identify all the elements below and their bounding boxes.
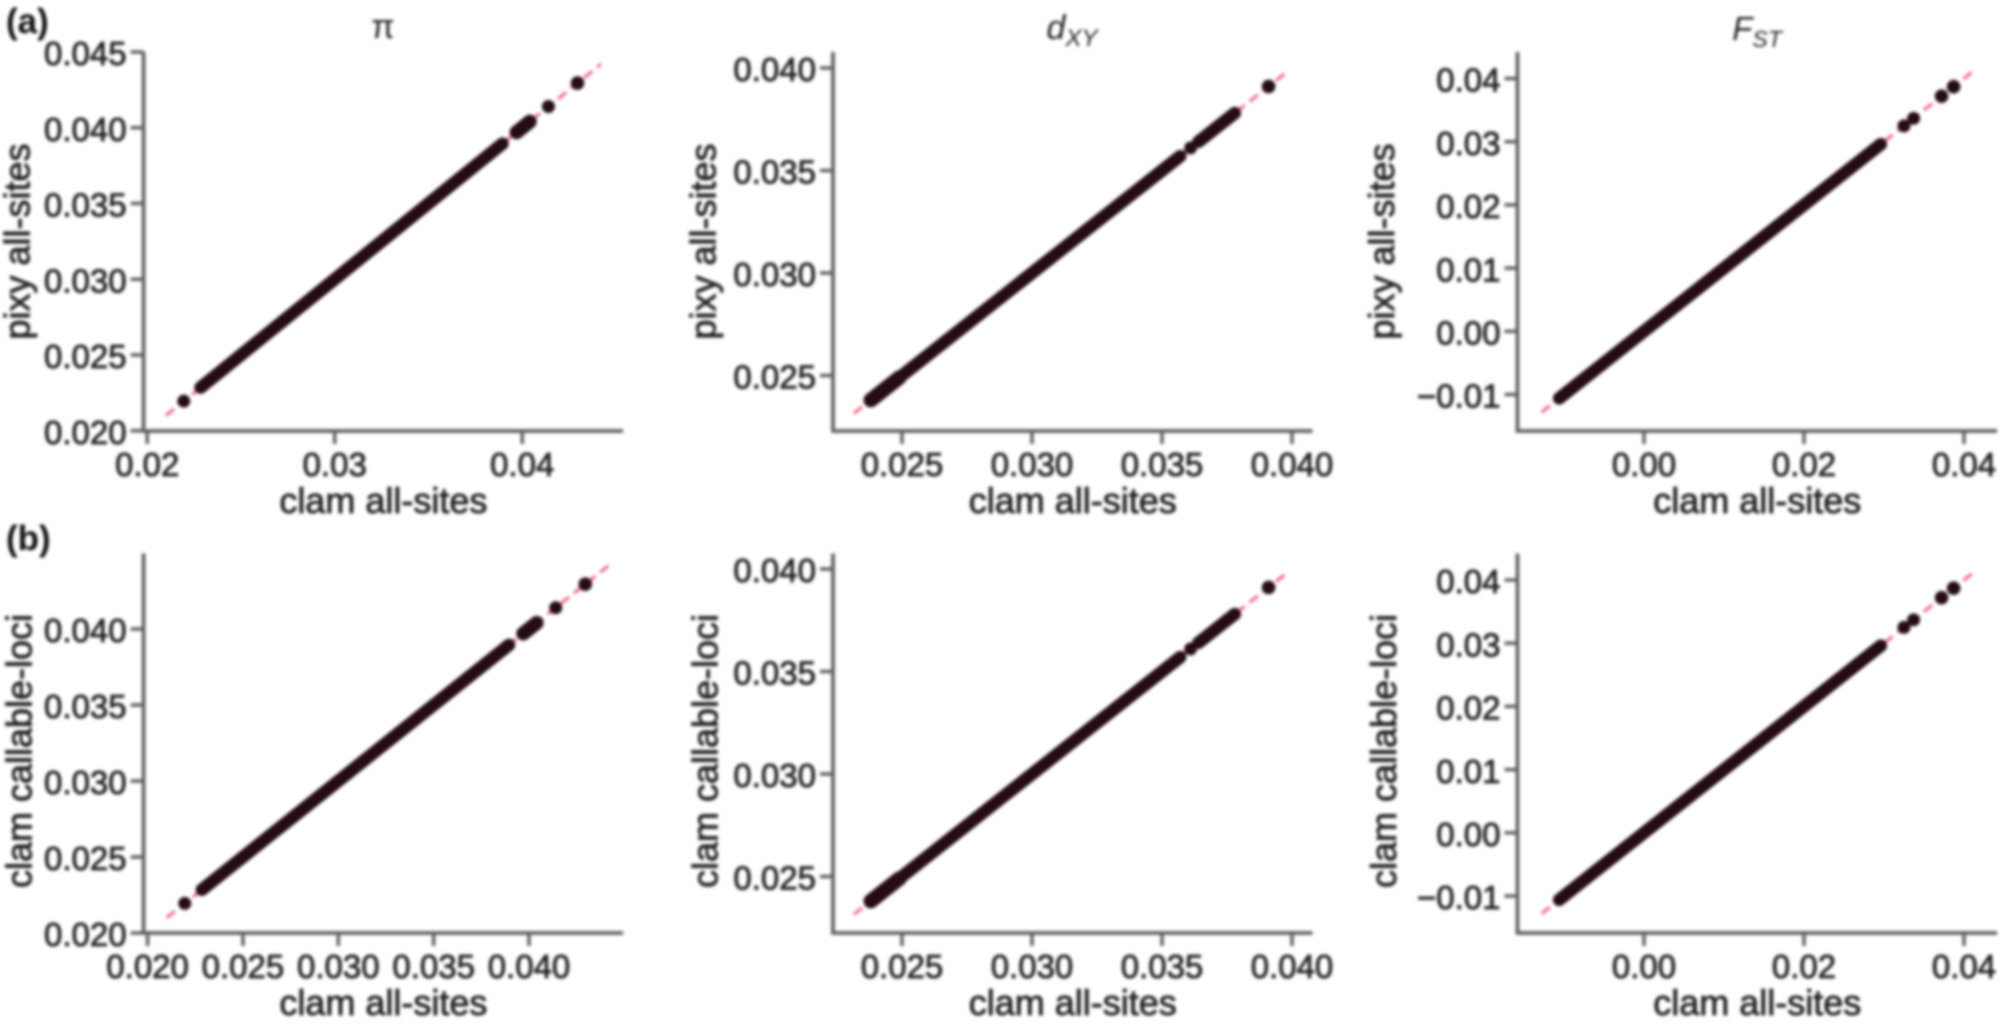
svg-text:clam callable-loci: clam callable-loci bbox=[1363, 614, 1404, 888]
svg-text:(a): (a) bbox=[6, 2, 49, 41]
svg-text:0.040: 0.040 bbox=[1251, 948, 1334, 985]
svg-text:clam callable-loci: clam callable-loci bbox=[685, 614, 726, 888]
svg-text:0.020: 0.020 bbox=[106, 948, 189, 985]
svg-text:0.045: 0.045 bbox=[44, 35, 127, 72]
svg-text:0.03: 0.03 bbox=[1436, 125, 1500, 162]
svg-text:clam callable-loci: clam callable-loci bbox=[0, 614, 40, 888]
svg-text:0.040: 0.040 bbox=[733, 51, 816, 88]
svg-text:0.03: 0.03 bbox=[303, 446, 367, 483]
svg-text:0.02: 0.02 bbox=[1772, 948, 1836, 985]
svg-text:0.030: 0.030 bbox=[991, 446, 1074, 483]
svg-text:0.035: 0.035 bbox=[1121, 446, 1204, 483]
svg-text:0.025: 0.025 bbox=[44, 840, 127, 877]
svg-text:pixy all-sites: pixy all-sites bbox=[1361, 143, 1402, 339]
svg-text:0.025: 0.025 bbox=[861, 446, 944, 483]
svg-text:0.030: 0.030 bbox=[44, 262, 127, 299]
svg-text:0.02: 0.02 bbox=[115, 446, 179, 483]
svg-text:0.04: 0.04 bbox=[1932, 446, 1996, 483]
svg-text:0.035: 0.035 bbox=[733, 154, 816, 191]
svg-text:0.025: 0.025 bbox=[733, 860, 816, 897]
svg-text:0.02: 0.02 bbox=[1436, 690, 1500, 727]
svg-text:0.025: 0.025 bbox=[202, 948, 285, 985]
svg-text:clam all-sites: clam all-sites bbox=[969, 982, 1177, 1019]
svg-text:0.035: 0.035 bbox=[44, 688, 127, 725]
svg-text:0.030: 0.030 bbox=[44, 764, 127, 801]
svg-text:0.020: 0.020 bbox=[44, 414, 127, 451]
svg-text:0.025: 0.025 bbox=[733, 359, 816, 396]
svg-text:0.030: 0.030 bbox=[991, 948, 1074, 985]
svg-text:0.035: 0.035 bbox=[733, 655, 816, 692]
svg-text:0.04: 0.04 bbox=[1932, 948, 1996, 985]
svg-text:0.035: 0.035 bbox=[392, 948, 475, 985]
svg-text:0.025: 0.025 bbox=[44, 338, 127, 375]
svg-text:−0.01: −0.01 bbox=[1417, 378, 1501, 415]
svg-text:0.01: 0.01 bbox=[1436, 753, 1500, 790]
svg-text:0.030: 0.030 bbox=[733, 256, 816, 293]
svg-text:0.04: 0.04 bbox=[1436, 563, 1500, 600]
svg-text:0.04: 0.04 bbox=[1436, 62, 1500, 99]
svg-text:clam all-sites: clam all-sites bbox=[1653, 982, 1861, 1019]
svg-text:0.030: 0.030 bbox=[297, 948, 380, 985]
svg-text:0.04: 0.04 bbox=[490, 446, 554, 483]
svg-text:0.035: 0.035 bbox=[1121, 948, 1204, 985]
svg-text:0.00: 0.00 bbox=[1612, 948, 1676, 985]
svg-text:clam all-sites: clam all-sites bbox=[1653, 480, 1861, 521]
svg-text:pixy all-sites: pixy all-sites bbox=[0, 143, 38, 339]
svg-text:clam all-sites: clam all-sites bbox=[279, 480, 487, 521]
svg-text:π: π bbox=[371, 8, 394, 46]
svg-text:0.040: 0.040 bbox=[1251, 446, 1334, 483]
svg-text:0.00: 0.00 bbox=[1436, 315, 1500, 352]
svg-text:0.030: 0.030 bbox=[733, 757, 816, 794]
svg-text:0.040: 0.040 bbox=[44, 612, 127, 649]
svg-text:0.040: 0.040 bbox=[488, 948, 571, 985]
svg-text:0.040: 0.040 bbox=[733, 552, 816, 589]
svg-text:0.020: 0.020 bbox=[44, 916, 127, 953]
svg-text:0.02: 0.02 bbox=[1436, 188, 1500, 225]
svg-text:0.01: 0.01 bbox=[1436, 251, 1500, 288]
svg-text:clam all-sites: clam all-sites bbox=[969, 480, 1177, 521]
svg-text:0.040: 0.040 bbox=[44, 111, 127, 148]
svg-text:pixy all-sites: pixy all-sites bbox=[683, 143, 724, 339]
svg-text:0.03: 0.03 bbox=[1436, 626, 1500, 663]
svg-text:clam all-sites: clam all-sites bbox=[279, 982, 487, 1019]
svg-text:(b): (b) bbox=[6, 519, 51, 558]
svg-text:−0.01: −0.01 bbox=[1417, 879, 1501, 916]
svg-text:0.02: 0.02 bbox=[1772, 446, 1836, 483]
svg-text:0.00: 0.00 bbox=[1436, 816, 1500, 853]
svg-text:0.00: 0.00 bbox=[1612, 446, 1676, 483]
svg-text:0.035: 0.035 bbox=[44, 187, 127, 224]
svg-text:0.025: 0.025 bbox=[861, 948, 944, 985]
